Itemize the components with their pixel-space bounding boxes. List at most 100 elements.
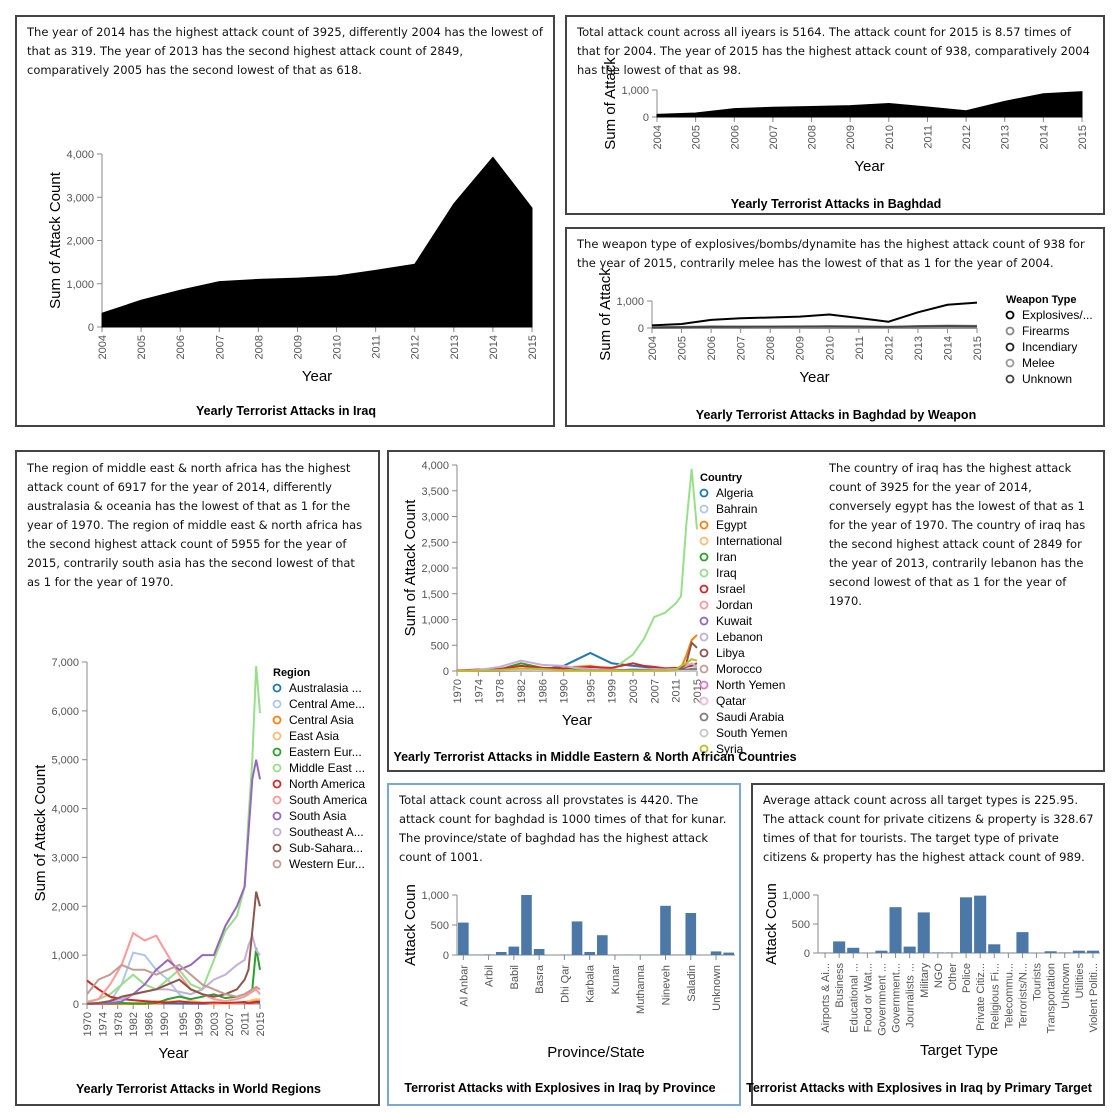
y-tick-label: 5,000	[51, 755, 79, 767]
area-series	[101, 156, 533, 328]
bar	[875, 950, 888, 953]
x-tick-label: 2012	[883, 336, 895, 360]
y-tick-label: 3,000	[421, 512, 449, 524]
legend-item: Melee	[1022, 356, 1055, 370]
series-line	[86, 963, 261, 998]
y-tick-label: 1,000	[421, 615, 449, 627]
x-axis-label: Year	[799, 369, 829, 386]
y-axis-label: Sum of Attack Count	[32, 764, 49, 902]
legend-symbol	[272, 827, 282, 837]
bar	[660, 905, 671, 955]
series-line	[456, 658, 698, 672]
x-tick-label: 2004	[97, 335, 109, 359]
insight-text: Average attack count across all target t…	[763, 793, 1094, 864]
legend-symbol	[1005, 310, 1015, 320]
bar	[889, 907, 902, 953]
x-axis-label: Year	[854, 158, 884, 175]
insight-text: The region of middle east & north africa…	[27, 461, 363, 589]
legend-item: Incendiary	[1022, 340, 1077, 354]
x-tick-label: 1995	[585, 679, 597, 703]
x-tick-label: Al Anbar	[458, 965, 470, 1007]
legend-symbol	[699, 696, 709, 706]
legend-symbol	[1005, 326, 1015, 336]
panel-target: Average attack count across all target t…	[746, 783, 1105, 1106]
x-tick-label: Religious Fi...	[989, 963, 1001, 1030]
x-tick-label: 2007	[649, 679, 661, 703]
x-axis-label: Province/State	[547, 1044, 645, 1061]
x-tick-label: 1978	[495, 679, 507, 703]
legend-item: Qatar	[716, 694, 746, 708]
x-tick-label: Journalists ...	[905, 963, 917, 1028]
x-tick-label: 2003	[209, 1012, 221, 1036]
x-tick-label: Business	[834, 963, 846, 1008]
x-tick-label: 2014	[942, 336, 954, 360]
series-line	[86, 891, 261, 1005]
bar	[988, 944, 1001, 953]
chart-title: Terrorist Attacks with Explosives in Ira…	[746, 1081, 1092, 1095]
legend-item: Egypt	[716, 518, 747, 532]
bar	[1016, 932, 1029, 953]
x-tick-label: 2006	[175, 335, 187, 359]
x-tick-label: 1986	[144, 1012, 156, 1036]
x-tick-label: 2011	[671, 679, 683, 703]
y-axis-label: Sum of Attack Count	[402, 499, 419, 637]
legend-symbol	[699, 568, 709, 578]
legend-symbol	[272, 859, 282, 869]
legend-item: International	[716, 534, 782, 548]
legend-item: Iraq	[716, 566, 737, 580]
y-tick-label: 3,500	[421, 486, 449, 498]
bar	[508, 946, 520, 955]
legend-symbol	[699, 616, 709, 626]
x-tick-label: Karbala	[585, 964, 597, 1003]
legend-symbol	[699, 680, 709, 690]
x-tick-label: 2014	[488, 335, 500, 359]
legend-item: Unknown	[1022, 372, 1072, 386]
bar	[917, 912, 930, 953]
x-tick-label: 2011	[371, 335, 383, 359]
legend-symbol	[699, 664, 709, 674]
x-tick-label: 1974	[97, 1012, 109, 1036]
y-tick-label: 4,000	[66, 149, 94, 161]
series-line	[86, 665, 261, 1003]
y-tick-label: 1,000	[51, 950, 79, 962]
x-tick-label: 1990	[159, 1012, 171, 1036]
y-tick-label: 0	[443, 950, 449, 962]
x-axis-label: Year	[158, 1045, 188, 1062]
bar	[483, 954, 494, 955]
bar	[533, 949, 545, 955]
x-tick-label: Military	[919, 963, 931, 998]
legend-title: Region	[273, 667, 311, 679]
x-tick-label: 2007	[224, 1012, 236, 1036]
panel-weapon: The weapon type of explosives/bombs/dyna…	[565, 227, 1105, 427]
y-tick-label: 500	[792, 919, 810, 931]
x-tick-label: 1978	[113, 1012, 125, 1036]
legend-title: Country	[700, 472, 743, 484]
x-tick-label: 2009	[795, 336, 807, 360]
x-tick-label: Basra	[534, 964, 546, 994]
legend-symbol	[1005, 358, 1015, 368]
insight-text: The weapon type of explosives/bombs/dyna…	[577, 237, 1085, 270]
legend-symbol	[272, 747, 282, 757]
chart-title: Yearly Terrorist Attacks in Iraq	[196, 404, 376, 418]
legend-item: Explosives/...	[1022, 308, 1093, 322]
x-tick-label: Airports & Ai...	[820, 963, 832, 1033]
legend-symbol	[272, 843, 282, 853]
insight-text: The country of iraq has the highest atta…	[829, 461, 1086, 608]
bar	[584, 952, 595, 955]
legend-item: Eastern Eur...	[289, 745, 362, 759]
panel-province[interactable]: Total attack count across all provstates…	[387, 783, 741, 1106]
x-tick-label: 2013	[449, 335, 461, 359]
x-tick-label: 2014	[1038, 125, 1050, 149]
legend-symbol	[1005, 374, 1015, 384]
legend-item: Iran	[716, 550, 737, 564]
x-tick-label: Muthanna	[635, 964, 647, 1014]
bar	[685, 913, 697, 955]
legend-title: Weapon Type	[1006, 294, 1077, 306]
bar	[945, 952, 958, 953]
x-tick-label: Saladin	[686, 965, 698, 1002]
x-tick-label: Other	[947, 963, 959, 991]
x-tick-label: 2011	[854, 336, 866, 360]
x-tick-label: Arbil	[484, 965, 496, 987]
x-tick-label: 1982	[128, 1012, 140, 1036]
